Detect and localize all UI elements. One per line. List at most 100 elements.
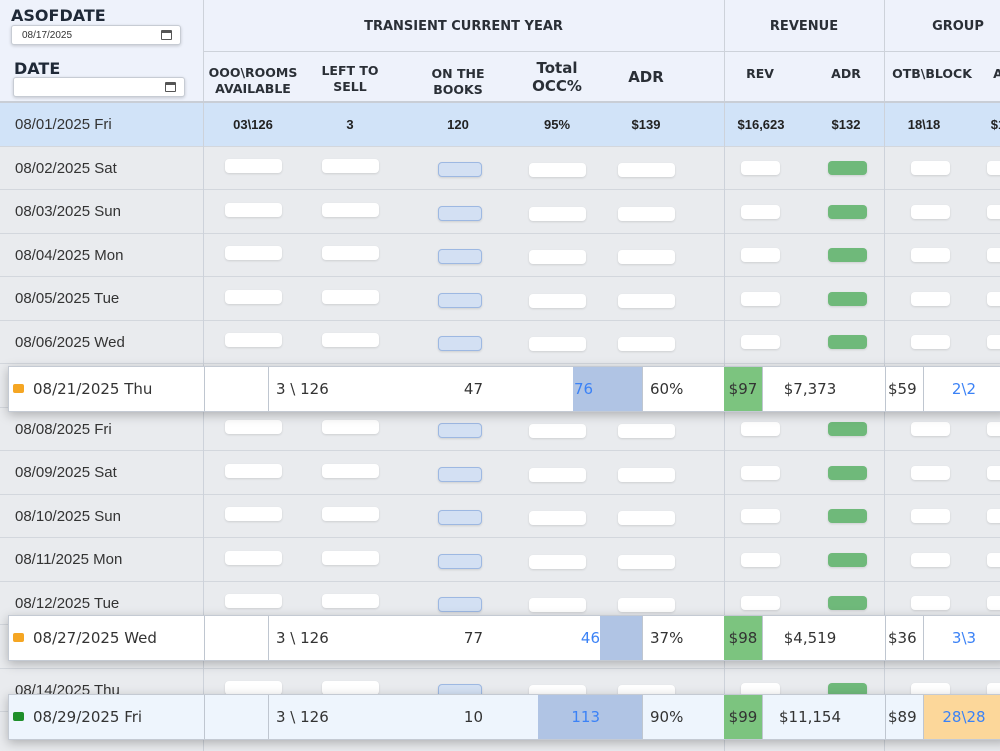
- loading-placeholder: [618, 337, 675, 351]
- asofdate-value: 08/17/2025: [22, 29, 73, 41]
- loading-placeholder: [828, 596, 867, 610]
- cell-adr: $97: [724, 367, 762, 411]
- cell-sep: [268, 367, 269, 411]
- cell-sep: [885, 616, 886, 660]
- cell-on-the-books[interactable]: 76: [574, 380, 594, 398]
- table-row[interactable]: 08/08/2025 Fri: [0, 408, 1000, 451]
- loading-placeholder: [741, 161, 780, 175]
- col-total-occ-line1: Total: [536, 59, 578, 77]
- cell-sep: [762, 367, 763, 411]
- header-sep: [203, 0, 204, 101]
- loading-placeholder: [987, 465, 1000, 480]
- col-total-occ[interactable]: Total OCC%: [515, 59, 599, 95]
- row-date-cell: 08/29/2025 Fri: [13, 695, 142, 739]
- loading-placeholder: [741, 291, 780, 306]
- flag-icon[interactable]: [13, 632, 24, 642]
- loading-placeholder: [618, 206, 675, 221]
- row-date: 08/10/2025 Sun: [15, 507, 121, 525]
- cell-sep: [642, 616, 643, 660]
- cell-sep: [762, 616, 763, 660]
- row-date: 08/09/2025 Sat: [15, 464, 117, 481]
- cell-adr: $139: [631, 117, 661, 132]
- col-rev-adr[interactable]: ADR: [831, 66, 861, 81]
- col-adr[interactable]: ADR: [628, 68, 664, 86]
- dragged-row[interactable]: 08/27/2025 Wed 3 \ 126 77 46 37% $98 $4,…: [8, 615, 1000, 661]
- cell-on-the-books[interactable]: 46: [580, 629, 600, 647]
- loading-placeholder: [828, 335, 867, 349]
- row-date: 08/12/2025 Tue: [15, 594, 120, 612]
- loading-placeholder: [828, 422, 867, 436]
- loading-placeholder: [322, 420, 379, 434]
- loading-placeholder: [741, 683, 780, 697]
- loading-placeholder: [618, 467, 675, 482]
- loading-placeholder: [828, 552, 867, 567]
- loading-placeholder: [741, 509, 780, 523]
- table-row[interactable]: 08/03/2025 Sun: [0, 190, 1000, 234]
- cell-sep: [762, 695, 763, 739]
- loading-placeholder: [529, 467, 586, 482]
- table-row[interactable]: 08/05/2025 Tue: [0, 277, 1000, 321]
- col-ooo-rooms-line2: AVAILABLE: [215, 81, 291, 96]
- calendar-icon[interactable]: [165, 82, 176, 92]
- cell-rooms: 3 \ 126: [276, 708, 329, 726]
- header-sep: [724, 0, 725, 101]
- cell-group-block[interactable]: 28\28: [924, 695, 1000, 739]
- dragged-row[interactable]: 08/29/2025 Fri 3 \ 126 10 113 90% $99 $1…: [8, 694, 1000, 740]
- col-ooo-rooms[interactable]: OOO\ROOMS AVAILABLE: [203, 65, 303, 97]
- flag-icon[interactable]: [13, 383, 24, 393]
- asofdate-picker[interactable]: 08/17/2025: [11, 25, 181, 45]
- table-row[interactable]: 08/06/2025 Wed: [0, 321, 1000, 364]
- loading-placeholder: [911, 204, 950, 219]
- loading-placeholder: [618, 598, 675, 612]
- loading-placeholder: [225, 333, 282, 347]
- date-label: DATE: [14, 59, 61, 78]
- table-row[interactable]: 08/10/2025 Sun: [0, 495, 1000, 538]
- cell-sep: [923, 695, 924, 739]
- loading-placeholder: [225, 159, 282, 173]
- loading-placeholder: [987, 509, 1000, 523]
- cell-rev-adr: $132: [831, 117, 861, 132]
- loading-placeholder: [322, 681, 379, 695]
- col-on-the-books[interactable]: ON THE BOOKS: [412, 66, 504, 98]
- loading-placeholder: [438, 553, 482, 569]
- group-transient-current-year: TRANSIENT CURRENT YEAR: [364, 19, 563, 34]
- col-sep: [724, 103, 725, 751]
- table-row[interactable]: 08/04/2025 Mon: [0, 234, 1000, 277]
- col-partial[interactable]: A: [993, 66, 1000, 81]
- col-on-the-books-line2: BOOKS: [433, 82, 483, 97]
- cell-adr: $98: [724, 616, 762, 660]
- col-left-to-sell-line2: SELL: [333, 79, 367, 94]
- loading-placeholder: [529, 250, 586, 264]
- cell-sep: [923, 616, 924, 660]
- cell-sep: [642, 367, 643, 411]
- cell-group-block[interactable]: 2\2: [951, 380, 977, 398]
- cell-rev: $4,519: [783, 629, 837, 647]
- row-date: 08/21/2025 Thu: [33, 380, 153, 398]
- cell-on-the-books[interactable]: 113: [571, 708, 600, 726]
- loading-placeholder: [911, 683, 950, 697]
- date-picker[interactable]: [13, 77, 185, 97]
- table-row[interactable]: 08/11/2025 Mon: [0, 538, 1000, 582]
- col-otb-block[interactable]: OTB\BLOCK: [892, 66, 972, 81]
- cell-left-to-sell: 3: [346, 117, 354, 132]
- cell-group-block[interactable]: 3\3: [951, 629, 977, 647]
- summary-row[interactable]: 08/01/2025 Fri 03\126 3 120 95% $139 $16…: [0, 103, 1000, 147]
- col-left-to-sell[interactable]: LEFT TO SELL: [305, 63, 395, 95]
- col-rev[interactable]: REV: [746, 66, 774, 81]
- loading-placeholder: [828, 204, 867, 219]
- loading-placeholder: [438, 597, 482, 612]
- loading-placeholder: [438, 336, 482, 351]
- flag-icon[interactable]: [13, 711, 24, 721]
- dragged-row[interactable]: 08/21/2025 Thu 3 \ 126 47 76 60% $97 $7,…: [8, 366, 1000, 412]
- loading-placeholder: [322, 289, 379, 304]
- row-date: 08/02/2025 Sat: [15, 159, 117, 177]
- calendar-icon[interactable]: [161, 30, 172, 40]
- loading-placeholder: [911, 335, 950, 349]
- loading-placeholder: [741, 465, 780, 480]
- loading-placeholder: [828, 509, 867, 523]
- table-row[interactable]: 08/02/2025 Sat: [0, 147, 1000, 190]
- cell-sep: [268, 695, 269, 739]
- loading-placeholder: [438, 205, 482, 221]
- loading-placeholder: [225, 420, 282, 434]
- table-row[interactable]: 08/09/2025 Sat: [0, 451, 1000, 495]
